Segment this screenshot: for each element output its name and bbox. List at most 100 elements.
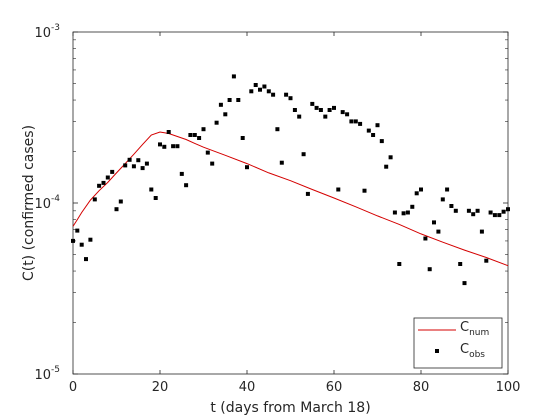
data-point-obs-81 [423, 236, 428, 241]
data-point-obs-99 [501, 209, 506, 214]
x-tick-label-1: 20 [152, 380, 169, 395]
data-point-obs-23 [171, 144, 176, 149]
data-point-obs-75 [397, 262, 402, 266]
data-point-obs-56 [314, 105, 319, 110]
data-point-obs-53 [301, 152, 306, 157]
data-point-obs-68 [366, 128, 371, 133]
data-point-obs-37 [231, 74, 236, 79]
data-point-obs-98 [497, 213, 502, 218]
x-tick-label-5: 100 [496, 380, 521, 395]
data-point-obs-60 [332, 105, 336, 110]
data-point-obs-90 [462, 281, 467, 286]
data-point-obs-1 [75, 228, 80, 233]
data-point-obs-72 [384, 164, 389, 169]
data-point-obs-4 [88, 237, 93, 242]
data-point-obs-42 [253, 83, 258, 87]
data-point-obs-89 [458, 262, 463, 266]
data-point-obs-38 [236, 98, 241, 102]
data-point-obs-33 [214, 120, 219, 125]
data-point-obs-8 [105, 175, 110, 180]
data-point-obs-16 [140, 166, 145, 171]
data-point-obs-64 [349, 119, 354, 124]
data-point-obs-22 [166, 130, 171, 134]
data-point-obs-86 [445, 187, 450, 192]
data-point-obs-7 [101, 180, 106, 185]
data-point-obs-25 [179, 171, 184, 176]
data-point-obs-59 [327, 108, 332, 112]
data-point-obs-12 [123, 163, 128, 168]
data-point-obs-74 [392, 210, 397, 215]
data-point-obs-30 [201, 127, 206, 132]
y-tick-exponent-2: -3 [51, 23, 60, 33]
data-point-obs-62 [340, 110, 345, 115]
legend-obs-base: C [460, 342, 469, 357]
data-point-obs-91 [466, 208, 471, 213]
data-point-obs-82 [427, 267, 432, 272]
data-point-obs-43 [258, 87, 262, 92]
data-point-obs-55 [310, 101, 315, 106]
data-point-obs-73 [388, 155, 393, 160]
x-tick-label-3: 60 [326, 380, 343, 395]
data-point-obs-19 [153, 196, 158, 200]
data-point-obs-48 [279, 160, 284, 165]
data-point-obs-0 [71, 238, 75, 243]
legend-box [413, 317, 503, 369]
data-point-obs-71 [379, 139, 384, 144]
legend-entry-obs: Cobs [460, 342, 485, 360]
data-point-obs-18 [149, 187, 154, 192]
data-point-obs-93 [475, 208, 480, 213]
axis-ticks [72, 31, 509, 375]
data-point-obs-49 [284, 92, 289, 97]
data-point-obs-95 [484, 258, 489, 263]
data-point-obs-46 [271, 92, 276, 97]
data-point-obs-39 [240, 136, 245, 140]
data-point-obs-28 [192, 133, 197, 137]
x-tick-label-4: 80 [413, 380, 430, 395]
data-point-obs-50 [288, 96, 293, 101]
data-point-obs-9 [110, 169, 115, 174]
data-point-obs-26 [184, 183, 189, 188]
data-point-obs-44 [262, 84, 267, 89]
data-point-obs-34 [218, 102, 223, 107]
data-point-obs-21 [162, 144, 167, 149]
data-point-obs-32 [210, 161, 215, 166]
data-point-obs-65 [353, 119, 358, 124]
data-point-obs-88 [453, 208, 458, 213]
data-point-obs-31 [205, 150, 210, 155]
y-tick-label-2: 10 [34, 26, 51, 41]
data-point-obs-35 [223, 112, 228, 117]
data-point-obs-6 [97, 183, 102, 188]
data-point-obs-94 [479, 229, 484, 234]
y-tick-label-1: 10 [34, 197, 51, 212]
data-point-obs-57 [318, 108, 323, 112]
data-point-obs-63 [345, 112, 350, 117]
x-tick-label-2: 40 [239, 380, 256, 395]
data-point-obs-79 [414, 191, 419, 196]
data-point-obs-58 [323, 114, 328, 119]
legend-num-base: C [460, 320, 469, 335]
data-point-obs-41 [249, 89, 254, 94]
data-point-obs-47 [275, 127, 280, 132]
data-point-obs-15 [136, 158, 141, 163]
y-tick-exponent-0: -5 [51, 365, 60, 375]
data-point-obs-52 [297, 114, 302, 119]
data-point-obs-54 [305, 191, 310, 196]
data-point-obs-70 [375, 123, 380, 128]
plot-content [71, 74, 510, 286]
data-point-obs-24 [175, 144, 180, 149]
data-point-obs-17 [144, 161, 149, 166]
legend-swatch-obs [435, 349, 439, 353]
y-tick-exponent-1: -4 [51, 194, 60, 204]
data-point-obs-66 [358, 121, 363, 126]
data-point-obs-51 [292, 108, 297, 112]
data-point-obs-78 [410, 204, 415, 209]
y-axis-label: C(t) (confirmed cases) [21, 125, 37, 281]
data-point-obs-10 [114, 207, 119, 212]
plot-frame [72, 31, 509, 375]
data-point-obs-83 [432, 220, 436, 225]
data-point-obs-29 [197, 136, 202, 140]
legend-entry-num: Cnum [460, 320, 489, 338]
data-point-obs-36 [227, 98, 232, 102]
